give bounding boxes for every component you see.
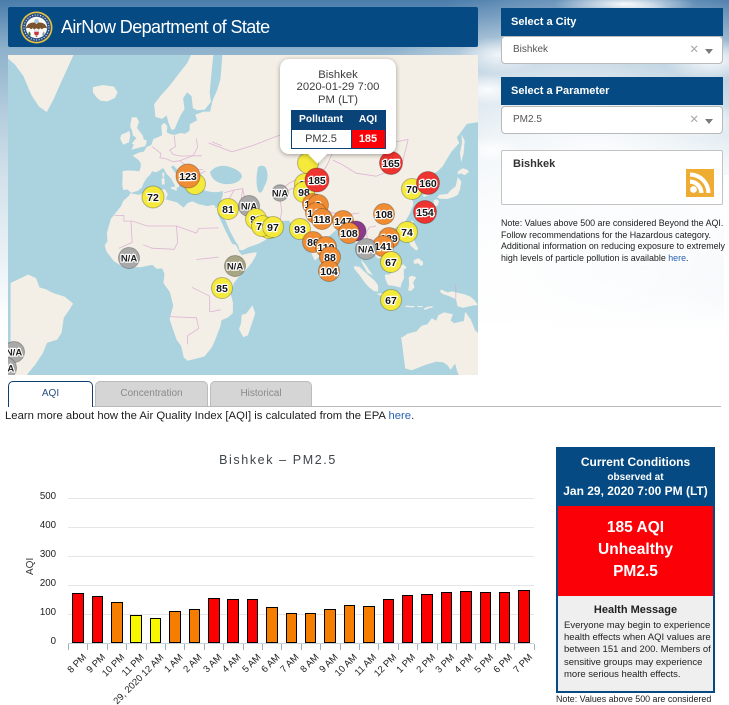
svg-text:N/A: N/A xyxy=(8,363,14,374)
svg-text:154: 154 xyxy=(416,207,434,219)
svg-text:93: 93 xyxy=(294,224,306,236)
svg-text:160: 160 xyxy=(419,178,437,190)
svg-text:108: 108 xyxy=(340,228,358,240)
svg-text:N/A: N/A xyxy=(358,244,375,255)
svg-text:67: 67 xyxy=(385,295,397,307)
svg-text:N/A: N/A xyxy=(121,253,138,264)
svg-text:165: 165 xyxy=(382,158,400,170)
svg-text:N/A: N/A xyxy=(227,261,244,272)
svg-text:104: 104 xyxy=(320,266,338,278)
svg-text:72: 72 xyxy=(147,192,159,204)
svg-text:81: 81 xyxy=(222,204,234,216)
svg-text:N/A: N/A xyxy=(272,188,289,199)
svg-text:123: 123 xyxy=(179,171,197,183)
svg-text:141: 141 xyxy=(374,241,392,253)
svg-text:85: 85 xyxy=(216,283,228,295)
svg-text:67: 67 xyxy=(385,257,397,269)
svg-text:108: 108 xyxy=(375,209,393,221)
svg-text:70: 70 xyxy=(406,184,418,196)
svg-text:185: 185 xyxy=(308,175,326,187)
svg-text:97: 97 xyxy=(267,222,279,234)
svg-text:74: 74 xyxy=(401,227,413,239)
svg-text:118: 118 xyxy=(314,214,331,226)
svg-text:N/A: N/A xyxy=(8,347,22,358)
